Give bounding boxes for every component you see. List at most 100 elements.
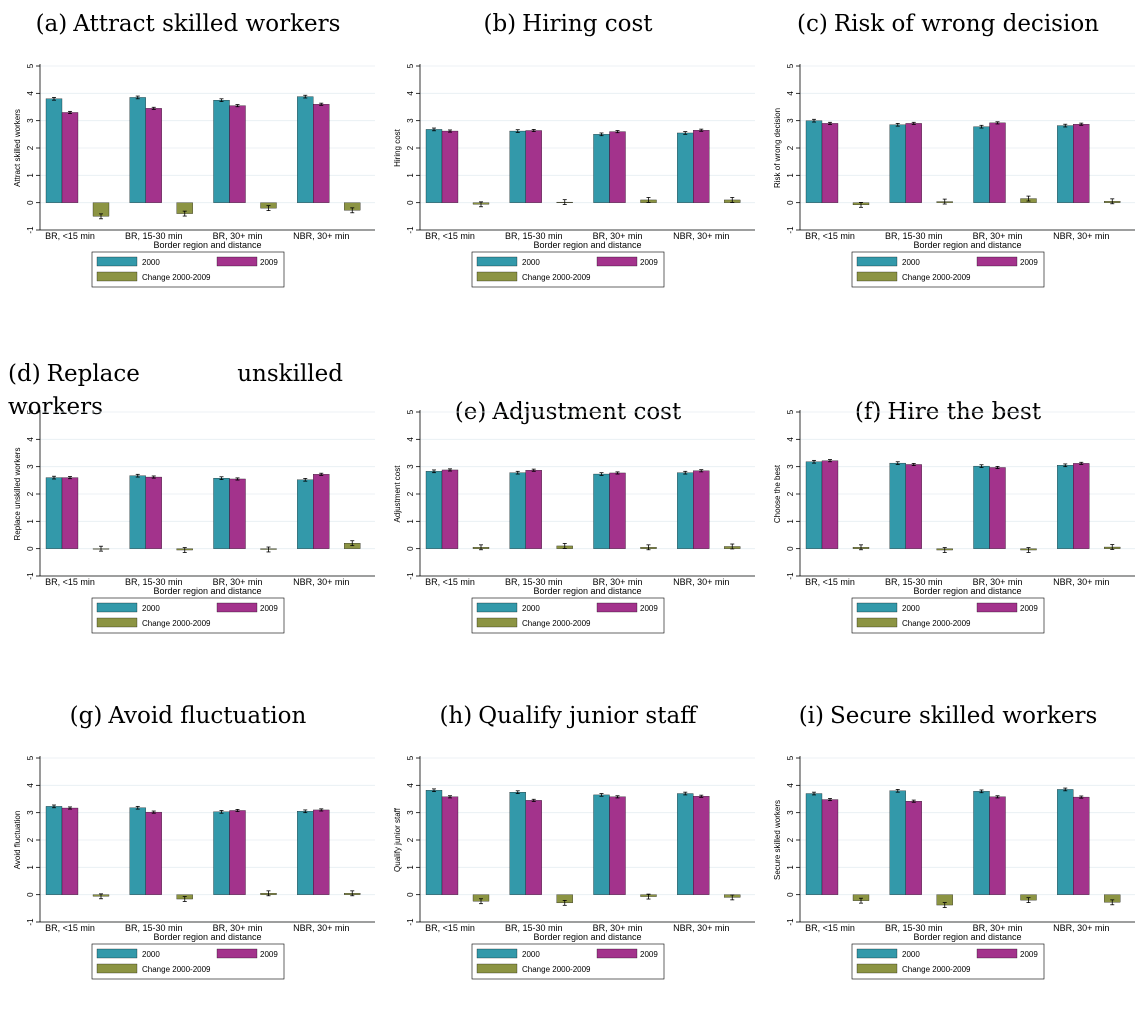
- y-axis-label: Adjustment cost: [393, 465, 402, 523]
- bar: [677, 132, 694, 203]
- legend-swatch-2009: [976, 948, 1018, 959]
- y-tick-label: 0: [406, 200, 415, 205]
- y-tick-label: 3: [26, 464, 35, 469]
- bar: [889, 124, 906, 203]
- x-tick-label: BR, 30+ min: [593, 923, 643, 933]
- x-axis-label: Border region and distance: [533, 240, 641, 250]
- y-tick-label: 5: [406, 63, 415, 68]
- chart-title: (g) Avoid fluctuation: [8, 700, 368, 733]
- chart-svg: -1 0 1 2 3 4 5 Adjustment cost BR, <15 min BR, 15…: [393, 409, 755, 634]
- legend-swatch-2000: [96, 602, 138, 613]
- bar: [889, 790, 906, 895]
- bar: [229, 478, 246, 549]
- x-tick-label: BR, <15 min: [805, 231, 855, 241]
- legend-swatch-2009: [216, 948, 258, 959]
- legend-swatch-2009: [596, 256, 638, 267]
- bar: [45, 806, 63, 895]
- y-tick-label: -1: [26, 226, 35, 234]
- y-tick-label: 3: [406, 118, 415, 123]
- bar: [1057, 465, 1074, 549]
- legend-swatch-2000: [476, 948, 518, 959]
- legend-label-2000: 2000: [522, 950, 540, 959]
- x-tick-label: BR, 15-30 min: [885, 923, 943, 933]
- bar: [129, 97, 146, 203]
- y-tick-label: 1: [786, 519, 795, 524]
- legend-swatch-2009: [216, 256, 258, 267]
- y-tick-label: 2: [786, 491, 795, 496]
- y-axis-label: Qualify junior staff: [393, 807, 402, 872]
- y-axis-label: Attract skilled workers: [13, 109, 22, 187]
- legend-label-2009: 2009: [1020, 258, 1038, 267]
- y-axis-label: Secure skilled workers: [773, 800, 782, 880]
- legend-label-2009: 2009: [1020, 604, 1038, 613]
- y-tick-label: 5: [26, 409, 35, 414]
- y-tick-label: 1: [406, 173, 415, 178]
- y-tick-label: 0: [26, 200, 35, 205]
- bar: [145, 108, 162, 203]
- x-axis-label: Border region and distance: [153, 240, 261, 250]
- chart-svg: -1 0 1 2 3 4 5 Choose the best BR, <15 min BR, 15…: [773, 409, 1135, 634]
- chart-label: (i): [798, 703, 824, 729]
- y-tick-label: 5: [26, 755, 35, 760]
- x-tick-label: NBR, 30+ min: [293, 577, 349, 587]
- x-axis-label: Border region and distance: [533, 586, 641, 596]
- legend-label-2009: 2009: [260, 258, 278, 267]
- chart-title: (d) Replace unskilled workers: [8, 358, 343, 425]
- bar: [1057, 789, 1074, 895]
- bar: [1073, 124, 1090, 203]
- chart-title-text: Avoid fluctuation: [108, 703, 307, 729]
- bar: [441, 796, 459, 895]
- y-tick-label: 5: [786, 63, 795, 68]
- y-axis-label: Hiring cost: [393, 128, 402, 167]
- legend-label-2000: 2000: [142, 950, 160, 959]
- bar: [61, 477, 79, 549]
- y-tick-label: 0: [786, 546, 795, 551]
- legend-swatch-change: [856, 617, 898, 628]
- x-tick-label: BR, 30+ min: [593, 231, 643, 241]
- bar: [889, 462, 906, 549]
- legend-label-2000: 2000: [142, 258, 160, 267]
- bar: [905, 801, 922, 895]
- bar: [609, 796, 626, 895]
- x-tick-label: BR, 15-30 min: [505, 577, 563, 587]
- bar: [297, 479, 314, 549]
- bar: [989, 796, 1006, 895]
- chart-title-text: Attract skilled workers: [73, 11, 341, 37]
- bar: [593, 473, 610, 549]
- bar: [693, 796, 710, 895]
- y-tick-label: 1: [406, 865, 415, 870]
- y-tick-label: 2: [26, 145, 35, 150]
- y-tick-label: 0: [406, 546, 415, 551]
- x-tick-label: NBR, 30+ min: [673, 923, 729, 933]
- x-tick-label: BR, 15-30 min: [125, 577, 183, 587]
- y-tick-label: 3: [406, 810, 415, 815]
- y-tick-label: 4: [26, 783, 35, 788]
- legend-label-change: Change 2000-2009: [522, 965, 591, 974]
- x-tick-label: BR, 15-30 min: [885, 231, 943, 241]
- y-tick-label: 3: [786, 810, 795, 815]
- chart-label: (h): [439, 703, 473, 729]
- bar: [213, 811, 230, 895]
- x-tick-label: NBR, 30+ min: [1053, 923, 1109, 933]
- legend-label-2009: 2009: [260, 950, 278, 959]
- x-tick-label: BR, 15-30 min: [505, 231, 563, 241]
- y-tick-label: 5: [26, 63, 35, 68]
- legend-swatch-change: [96, 963, 138, 974]
- bar: [693, 470, 710, 549]
- y-tick-label: 2: [26, 837, 35, 842]
- y-tick-label: 5: [786, 409, 795, 414]
- bar: [129, 475, 146, 549]
- y-tick-label: -1: [786, 572, 795, 580]
- x-tick-label: BR, 30+ min: [973, 923, 1023, 933]
- chart-title-text: Qualify junior staff: [478, 703, 697, 729]
- y-tick-label: 2: [786, 837, 795, 842]
- bar: [441, 130, 459, 203]
- chart-panel: (c) Risk of wrong decision -1 0 1 2 3 4 5 Risk of…: [760, 0, 1139, 344]
- x-tick-label: NBR, 30+ min: [1053, 577, 1109, 587]
- bar: [821, 460, 839, 549]
- legend-label-2000: 2000: [902, 950, 920, 959]
- bar: [145, 811, 162, 895]
- y-tick-label: 0: [786, 200, 795, 205]
- bar: [677, 472, 694, 549]
- y-tick-label: 0: [26, 546, 35, 551]
